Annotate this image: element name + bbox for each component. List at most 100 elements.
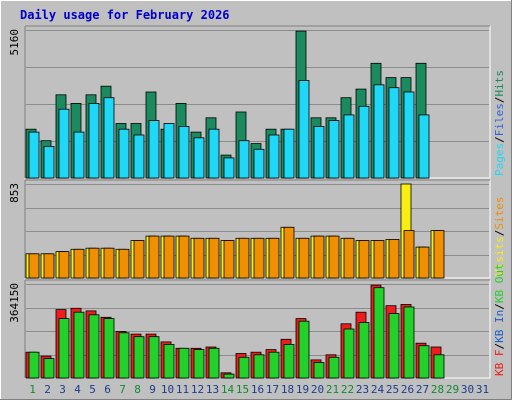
bar-kb-kb-out	[283, 343, 295, 379]
bar-hits-pages	[88, 103, 100, 179]
legend-kb-f: KB F	[493, 350, 506, 377]
bar-hits-pages	[343, 114, 355, 179]
bar-kb-kb-out	[73, 311, 85, 379]
day-label: 15	[236, 383, 249, 396]
bar-kb-kb-out	[403, 306, 415, 379]
bar-hits-pages	[58, 108, 70, 179]
bar-hits-pages	[148, 120, 160, 179]
day-label: 28	[431, 383, 444, 396]
bar-sites-sites	[313, 235, 325, 279]
day-label: 27	[416, 383, 429, 396]
bar-hits-pages	[223, 157, 235, 179]
bar-kb-kb-out	[298, 320, 310, 379]
bar-sites-sites	[253, 237, 265, 279]
bar-kb-kb-out	[118, 332, 130, 379]
day-label: 16	[251, 383, 264, 396]
day-label: 6	[104, 383, 111, 396]
bar-hits-pages	[373, 84, 385, 179]
day-label: 2	[44, 383, 51, 396]
bar-sites-sites	[298, 237, 310, 279]
day-label: 1	[29, 383, 36, 396]
legend-pages: Pages	[493, 143, 506, 176]
bar-kb-kb-out	[343, 328, 355, 379]
bar-hits-pages	[163, 123, 175, 179]
bar-kb-kb-out	[238, 356, 250, 379]
panel-hits-ymax-label: 5160	[8, 29, 21, 56]
bar-kb-kb-out	[223, 373, 235, 379]
bar-sites-sites	[283, 226, 295, 279]
bar-kb-kb-out	[43, 358, 55, 379]
bar-hits-pages	[388, 87, 400, 179]
bar-sites-sites	[133, 240, 145, 279]
bar-kb-kb-out	[88, 314, 100, 379]
bar-kb-kb-out	[28, 351, 40, 379]
bar-hits-pages	[283, 128, 295, 179]
panel-sites-ymax-label: 853	[8, 183, 21, 203]
chart-panels: 5160Pages/Files/Hits853Visits/Sites36415…	[8, 25, 506, 379]
bar-sites-sites	[148, 235, 160, 279]
bar-kb-kb-out	[328, 356, 340, 379]
bar-sites-sites	[193, 237, 205, 279]
bar-kb-kb-out	[58, 318, 70, 379]
legend-separator: /	[493, 136, 506, 143]
legend-kb-out: KB Out	[493, 263, 506, 303]
bar-sites-sites	[373, 240, 385, 279]
legend-visits: Visits	[493, 236, 506, 276]
bar-kb-kb-out	[373, 287, 385, 379]
bar-sites-sites	[43, 253, 55, 279]
bar-hits-pages	[238, 140, 250, 179]
legend-separator: /	[493, 230, 506, 237]
day-label: 7	[119, 383, 126, 396]
bar-kb-kb-out	[388, 313, 400, 379]
day-label: 13	[206, 383, 219, 396]
day-label: 4	[74, 383, 81, 396]
bar-kb-kb-out	[193, 349, 205, 379]
bar-sites-sites	[58, 251, 70, 279]
day-label: 31	[476, 383, 489, 396]
chart-title: Daily usage for February 2026	[20, 8, 230, 22]
bar-hits-pages	[178, 126, 190, 179]
day-axis-labels: 1 2 3 4 5 6 7 8 9 10 11 12 13 14 15 16 17 18 19 20 21 22 23 24 2…	[29, 383, 489, 396]
day-label: 17	[266, 383, 279, 396]
bar-hits-pages	[328, 120, 340, 179]
bar-hits-pages	[313, 126, 325, 179]
bar-hits-pages	[358, 105, 370, 179]
bar-sites-sites	[118, 248, 130, 279]
bar-hits-pages	[73, 131, 85, 179]
panel-sites-legend: Visits/Sites	[493, 197, 506, 277]
legend-sites: Sites	[493, 197, 506, 230]
bar-kb-kb-out	[133, 336, 145, 379]
bar-hits-pages	[193, 137, 205, 179]
bar-hits-pages	[103, 97, 115, 179]
bar-hits-pages	[28, 131, 40, 179]
bar-kb-kb-out	[313, 362, 325, 379]
day-label: 26	[401, 383, 414, 396]
bar-kb-kb-out	[208, 347, 220, 379]
bar-kb-kb-out	[253, 354, 265, 379]
panel-kb-ymax-label: 364150	[8, 283, 21, 323]
day-label: 8	[134, 383, 141, 396]
day-label: 23	[356, 383, 369, 396]
bar-sites-sites	[268, 237, 280, 279]
bar-hits-pages	[298, 80, 310, 179]
day-label: 22	[341, 383, 354, 396]
bar-kb-kb-out	[433, 354, 445, 379]
bar-kb-kb-out	[103, 318, 115, 379]
bar-sites-sites	[28, 253, 40, 279]
day-label: 10	[161, 383, 174, 396]
bar-sites-sites	[403, 230, 415, 279]
legend-separator: /	[493, 97, 506, 104]
bar-kb-kb-out	[358, 322, 370, 379]
bar-hits-pages	[208, 128, 220, 179]
bar-sites-sites	[418, 246, 430, 279]
legend-files: Files	[493, 103, 506, 136]
legend-separator: /	[493, 343, 506, 350]
day-label: 5	[89, 383, 96, 396]
day-label: 9	[149, 383, 156, 396]
bar-hits-pages	[43, 145, 55, 179]
legend-hits: Hits	[493, 70, 506, 97]
day-label: 14	[221, 383, 235, 396]
bar-sites-sites	[343, 237, 355, 279]
